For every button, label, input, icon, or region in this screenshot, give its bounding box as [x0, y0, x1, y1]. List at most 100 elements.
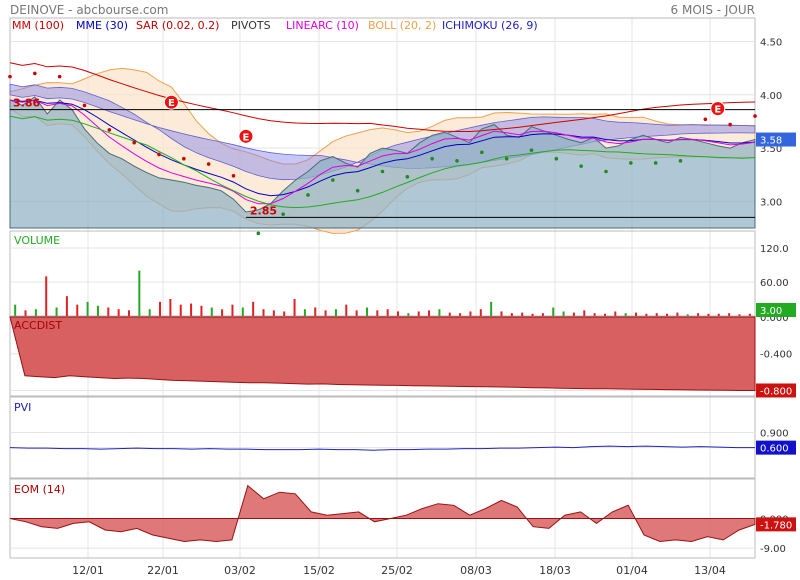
mm100-line	[9, 62, 756, 132]
pivot-low-label: 2.85	[250, 204, 277, 217]
volume-bar	[169, 299, 172, 316]
volume-bar	[583, 310, 586, 316]
axes-layer: 12/01 22/01 03/02 15/02 25/02 08/03 18/03 01/04…	[72, 37, 796, 577]
event-marker	[163, 94, 179, 110]
sar-dot	[157, 152, 161, 157]
sar-dot	[604, 169, 608, 174]
volume-bar	[252, 301, 255, 316]
sar-dot	[504, 156, 509, 161]
volume-bar	[334, 309, 337, 316]
x-tick-label: 01/04	[616, 564, 648, 577]
volume-bar	[107, 307, 110, 316]
event-marker-label: E	[714, 105, 721, 116]
volume-bar	[96, 305, 99, 316]
sar-dot	[355, 188, 360, 193]
sar-dot	[33, 71, 37, 76]
mme30-line	[9, 99, 756, 197]
volume-bar	[614, 311, 617, 316]
pvi-line	[9, 445, 755, 451]
volume-bar	[345, 304, 348, 316]
volume-bar	[200, 305, 203, 316]
chart-title: DEINOVE - abcbourse.com	[10, 3, 168, 17]
legend-entry: SAR (0.02, 0.2)	[136, 19, 219, 32]
sar-dot	[256, 231, 261, 236]
last-value-badge	[756, 303, 796, 317]
volume-bar	[159, 301, 162, 316]
last-value-badge	[756, 383, 796, 398]
sar-dot	[430, 156, 434, 161]
volume-bar	[117, 309, 120, 316]
volume-bar	[521, 312, 524, 316]
volume-bar	[365, 307, 368, 316]
sar-dot	[579, 164, 583, 168]
sar-dot	[331, 178, 335, 182]
volume-bar	[552, 307, 555, 316]
sar-dot	[182, 156, 186, 161]
volume-bar	[490, 301, 493, 316]
volume-bar	[293, 299, 296, 316]
volume-bar	[717, 313, 720, 316]
y-tick-label: 3.50	[760, 144, 782, 155]
volume-bar	[86, 301, 89, 316]
event-marker	[238, 128, 254, 144]
volume-bar	[479, 309, 482, 316]
volume-bar	[76, 304, 79, 316]
volume-bar	[127, 310, 130, 316]
volume-bar	[645, 313, 648, 316]
volume-bar	[241, 307, 244, 316]
panel-frame	[9, 230, 756, 317]
y-tick-label: 3.00	[760, 197, 782, 208]
x-tick-label: 18/03	[539, 564, 571, 577]
volume-bar	[428, 310, 431, 316]
y-tick-label: 120.0	[760, 244, 789, 255]
volume-bar	[707, 313, 710, 316]
volume-bar	[376, 310, 379, 316]
sar-dot	[107, 128, 112, 132]
panel-label: ACCDIST	[14, 319, 62, 332]
volume-bar	[34, 309, 37, 316]
last-value-label: 3.58	[760, 136, 782, 147]
legend-entry: PIVOTS	[231, 19, 271, 32]
volume-bar	[666, 313, 669, 316]
volume-bar	[417, 311, 420, 316]
volume-bar	[148, 309, 151, 316]
volume-bar	[55, 307, 58, 316]
volume-bar	[541, 313, 544, 316]
y-tick-label: 0.900	[760, 428, 789, 439]
panel-label: VOLUME	[14, 234, 60, 247]
price-area	[9, 96, 756, 229]
volume-bar	[314, 307, 317, 316]
sar-dot	[554, 156, 559, 161]
x-tick-label: 08/03	[460, 564, 492, 577]
volume-bar	[262, 309, 265, 316]
volume-bar	[500, 311, 503, 316]
volume-bar	[231, 304, 234, 316]
volume-bar	[469, 311, 472, 316]
sar-dot	[678, 159, 683, 163]
sar-dot	[728, 122, 732, 127]
event-marker-label: E	[168, 98, 175, 109]
series-layer	[8, 62, 757, 543]
panel-frame	[9, 396, 756, 479]
sar-dot	[653, 161, 658, 165]
pivot-high-label: 3.86	[13, 97, 40, 110]
volume-bar	[386, 309, 389, 316]
volume-bar	[210, 307, 213, 316]
volume-bar	[624, 313, 627, 316]
volume-bar	[448, 312, 451, 316]
volume-bar	[24, 310, 27, 316]
event-marker	[710, 101, 726, 117]
volume-bar	[303, 309, 306, 316]
y-tick-label: 0.000	[760, 313, 789, 324]
sar-dot	[629, 161, 633, 165]
x-tick-label: 03/02	[224, 564, 256, 577]
sar-dot	[8, 74, 12, 79]
sar-dot	[380, 169, 385, 174]
volume-bar	[635, 312, 638, 316]
linearc-line	[9, 99, 756, 205]
y-tick-label: -0.400	[760, 350, 792, 361]
volume-bar	[283, 311, 286, 316]
x-tick-label: 25/02	[381, 564, 413, 577]
x-tick-label: 15/02	[303, 564, 335, 577]
volume-bar	[190, 303, 193, 316]
